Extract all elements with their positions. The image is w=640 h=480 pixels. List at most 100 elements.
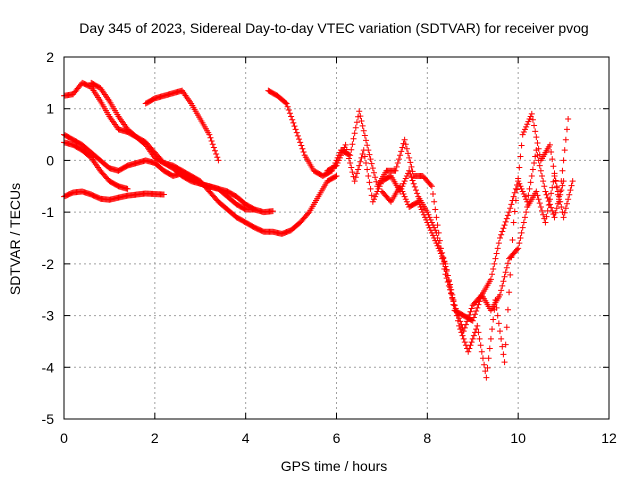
data-point <box>468 339 475 346</box>
data-point <box>432 206 439 213</box>
data-point <box>508 201 515 208</box>
y-axis-label: SDTVAR / TECUs <box>7 183 23 295</box>
data-point <box>493 304 500 311</box>
data-point <box>468 305 475 312</box>
data-point <box>293 129 300 136</box>
data-point <box>251 206 258 213</box>
data-point <box>420 211 427 218</box>
series-arc-h <box>324 141 567 335</box>
data-point <box>401 178 408 185</box>
data-point <box>269 208 276 215</box>
data-point <box>428 183 435 190</box>
data-point <box>430 191 437 198</box>
data-point <box>563 126 570 133</box>
data-point <box>544 207 551 214</box>
data-point <box>397 152 404 159</box>
data-point <box>353 119 360 126</box>
data-point <box>506 289 513 296</box>
data-point <box>534 152 541 159</box>
data-point <box>365 172 372 179</box>
data-point <box>423 216 430 223</box>
data-point <box>430 232 437 239</box>
data-point <box>558 187 565 194</box>
data-point <box>400 180 407 187</box>
data-point <box>401 193 408 200</box>
data-point <box>214 154 221 161</box>
data-point <box>431 198 438 205</box>
data-point <box>351 178 358 185</box>
data-point <box>483 374 490 381</box>
data-point <box>476 298 483 305</box>
data-point <box>469 317 476 324</box>
data-point <box>435 245 442 252</box>
data-point <box>375 185 382 192</box>
data-point <box>294 132 301 139</box>
data-point <box>502 269 509 276</box>
data-point <box>552 178 559 185</box>
data-point <box>296 136 303 143</box>
data-point <box>474 322 481 329</box>
data-point <box>499 282 506 289</box>
data-point <box>299 145 306 152</box>
data-point <box>489 271 496 278</box>
data-point <box>449 295 456 302</box>
data-point <box>502 218 509 225</box>
data-point <box>528 172 535 179</box>
data-point <box>460 328 467 335</box>
data-point <box>556 193 563 200</box>
data-point <box>397 183 404 190</box>
data-point <box>368 192 375 199</box>
data-point <box>367 185 374 192</box>
data-point <box>494 245 501 252</box>
data-point <box>427 181 434 188</box>
data-point <box>503 215 510 222</box>
data-point <box>366 151 373 158</box>
data-point <box>511 208 518 215</box>
data-point <box>527 113 534 120</box>
data-point <box>551 214 558 221</box>
data-point <box>559 182 566 189</box>
data-point <box>339 149 346 156</box>
data-point <box>520 219 527 226</box>
data-point <box>436 247 443 254</box>
data-point <box>338 152 345 159</box>
data-point <box>542 188 549 195</box>
data-point <box>215 157 222 164</box>
data-point <box>358 154 365 161</box>
data-point <box>417 203 424 210</box>
data-point <box>520 191 527 198</box>
data-point <box>481 361 488 368</box>
data-point <box>207 134 214 141</box>
data-point <box>562 136 569 143</box>
data-point <box>516 240 523 247</box>
data-point <box>467 342 474 349</box>
data-point <box>503 264 510 271</box>
data-point <box>283 100 290 107</box>
series-arc-e <box>88 79 258 213</box>
data-point <box>357 158 364 165</box>
data-point <box>563 200 570 207</box>
data-point <box>492 255 499 262</box>
data-point <box>459 332 466 339</box>
data-point <box>560 157 567 164</box>
data-point <box>517 183 524 190</box>
data-point <box>370 196 377 203</box>
data-point <box>501 222 508 229</box>
data-point <box>507 271 514 278</box>
data-point <box>567 187 574 194</box>
data-point <box>476 335 483 342</box>
data-point <box>523 196 530 203</box>
data-point <box>402 141 409 148</box>
data-point <box>282 99 289 106</box>
data-point <box>561 147 568 154</box>
data-point <box>498 287 505 294</box>
data-point <box>550 163 557 170</box>
data-point <box>332 173 339 180</box>
data-point <box>529 166 536 173</box>
data-point <box>363 160 370 167</box>
data-point <box>411 183 418 190</box>
data-point <box>548 190 555 197</box>
data-point <box>443 266 450 273</box>
data-point <box>549 184 556 191</box>
